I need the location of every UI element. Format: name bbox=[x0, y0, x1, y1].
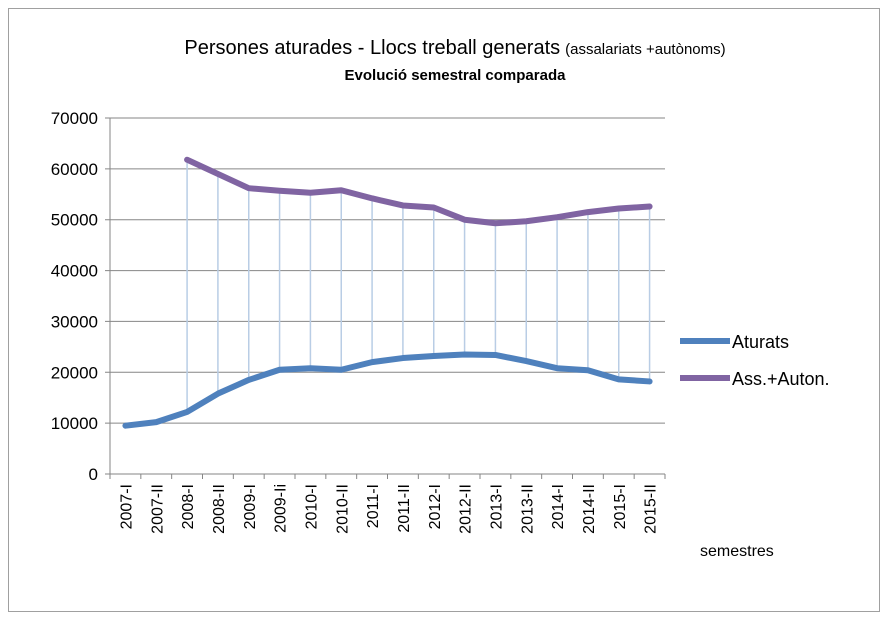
x-tick-label: 2007-I bbox=[118, 484, 135, 529]
x-tick-label: 2008-II bbox=[211, 484, 228, 534]
chart-frame bbox=[8, 8, 880, 612]
y-tick-label: 30000 bbox=[51, 312, 98, 331]
y-tick-label: 60000 bbox=[51, 160, 98, 179]
chart-title-note: (assalariats +autònoms) bbox=[565, 41, 726, 58]
y-tick-label: 40000 bbox=[51, 262, 98, 281]
x-tick-label: 2012-I bbox=[427, 484, 444, 529]
y-tick-label: 10000 bbox=[51, 414, 98, 433]
y-tick-label: 50000 bbox=[51, 211, 98, 230]
x-tick-label: 2015-I bbox=[612, 484, 629, 529]
legend-label: Ass.+Auton. bbox=[732, 369, 830, 389]
x-tick-label: 2010-II bbox=[334, 484, 351, 534]
legend-label: Aturats bbox=[732, 332, 789, 352]
x-tick-label: 2011-I bbox=[365, 484, 382, 528]
x-tick-label: 2014-II bbox=[581, 484, 598, 534]
y-tick-label: 20000 bbox=[51, 363, 98, 382]
x-tick-label: 2012-II bbox=[458, 484, 475, 534]
x-tick-label: 2007-II bbox=[149, 484, 166, 534]
chart-title-group: Persones aturades - Llocs treball genera… bbox=[184, 37, 725, 59]
chart-title: Persones aturades - Llocs treball genera… bbox=[184, 37, 560, 59]
x-tick-label: 2013-I bbox=[488, 484, 505, 529]
chart-subtitle: Evolució semestral comparada bbox=[345, 67, 567, 84]
series-line bbox=[122, 351, 653, 429]
y-tick-label: 0 bbox=[89, 465, 98, 484]
x-tick-label: 2008-I bbox=[180, 484, 197, 529]
series-line bbox=[184, 156, 653, 227]
x-tick-label: 2010-I bbox=[303, 484, 320, 529]
x-tick-label: 2009-I bbox=[242, 484, 259, 529]
x-tick-label: 2014-I bbox=[550, 484, 567, 529]
x-tick-label: 2011-II bbox=[396, 484, 413, 533]
x-tick-label: 2015-II bbox=[643, 484, 660, 534]
x-tick-label: 2009-Ii bbox=[273, 484, 290, 533]
x-tick-label: 2013-II bbox=[519, 484, 536, 534]
x-axis-label: semestres bbox=[700, 543, 774, 560]
y-tick-label: 70000 bbox=[51, 109, 98, 128]
